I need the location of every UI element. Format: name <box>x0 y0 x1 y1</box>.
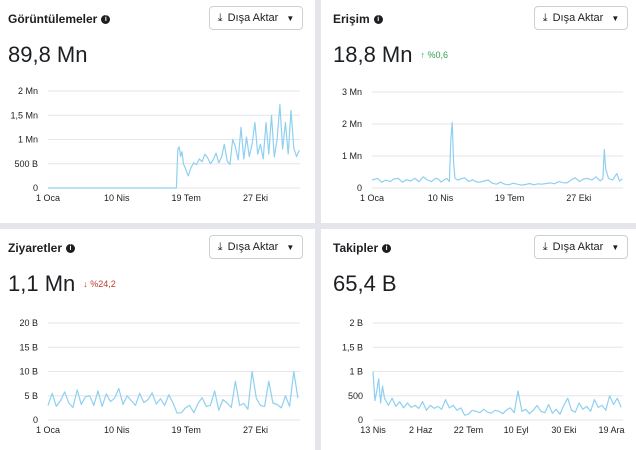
download-icon: ⤓ <box>542 11 548 24</box>
export-button[interactable]: ⤓ Dışa Aktar ▼ <box>534 6 628 30</box>
y-tick-label: 1 B <box>349 367 363 377</box>
info-icon[interactable]: i <box>101 14 111 24</box>
panel-title: Takipler i <box>333 241 392 255</box>
x-tick-label: 1 Oca <box>360 193 384 203</box>
export-button[interactable]: ⤓ Dışa Aktar ▼ <box>209 6 303 30</box>
panel-title: Erişim i <box>333 12 383 26</box>
caret-down-icon: ▼ <box>286 242 295 252</box>
panel-title-text: Erişim <box>333 12 370 26</box>
y-tick-label: 1 Mn <box>18 135 38 145</box>
info-icon[interactable]: i <box>373 14 383 24</box>
y-tick-label: 3 Mn <box>342 87 362 97</box>
panel-title-text: Ziyaretler <box>8 241 63 255</box>
y-tick-label: 2 Mn <box>342 119 362 129</box>
x-tick-label: 1 Oca <box>36 425 60 435</box>
x-tick-label: 19 Ara <box>599 425 625 435</box>
x-tick-label: 27 Eki <box>243 193 268 203</box>
metric-value: 1,1 Mn ↓ %24,2 <box>8 271 116 297</box>
metric-number: 18,8 Mn <box>333 42 413 67</box>
y-tick-label: 20 B <box>19 318 38 328</box>
x-tick-label: 13 Nis <box>360 425 386 435</box>
delta-badge: ↓ %24,2 <box>83 279 116 289</box>
metric-number: 89,8 Mn <box>8 42 88 67</box>
arrow-up-icon: ↑ <box>420 50 426 60</box>
panel-title: Ziyaretler i <box>8 241 76 255</box>
panel-title: Görüntülemeler i <box>8 12 111 26</box>
arrow-down-icon: ↓ <box>83 279 88 289</box>
caret-down-icon: ▼ <box>611 242 620 252</box>
x-tick-label: 2 Haz <box>409 425 433 435</box>
caret-down-icon: ▼ <box>611 13 620 23</box>
export-label: Dışa Aktar <box>227 12 279 24</box>
x-tick-label: 10 Nis <box>428 193 454 203</box>
views-chart: 0 500 B 1 Mn 1,5 Mn 2 Mn 1 Oca 10 Nis 19 Tem 27 … <box>10 86 300 203</box>
y-tick-label: 0 <box>357 183 362 193</box>
panel-title-text: Takipler <box>333 241 379 255</box>
y-tick-label: 1,5 Mn <box>10 110 38 120</box>
y-tick-label: 0 <box>33 183 38 193</box>
export-label: Dışa Aktar <box>552 12 604 24</box>
series-line <box>48 103 300 189</box>
download-icon: ⤓ <box>217 11 223 24</box>
metric-value: 18,8 Mn ↑ %0,6 <box>333 42 448 68</box>
visits-chart: 0 5 B 10 B 15 B 20 B 1 Oca 10 Nis 19 Tem 27 Eki <box>19 318 300 435</box>
metric-value: 65,4 B <box>333 271 397 297</box>
x-tick-label: 10 Eyl <box>504 425 529 435</box>
x-tick-label: 1 Oca <box>36 193 60 203</box>
y-tick-label: 1,5 B <box>342 342 363 352</box>
download-icon: ⤓ <box>217 240 223 253</box>
metric-number: 1,1 Mn <box>8 271 76 296</box>
delta-text: %24,2 <box>90 279 116 289</box>
x-tick-label: 27 Eki <box>243 425 268 435</box>
panel-title-text: Görüntülemeler <box>8 12 98 26</box>
x-tick-label: 10 Nis <box>104 193 130 203</box>
y-tick-label: 2 Mn <box>18 86 38 96</box>
metric-value: 89,8 Mn <box>8 42 88 68</box>
y-tick-label: 0 <box>33 415 38 425</box>
y-tick-label: 10 B <box>19 367 38 377</box>
y-tick-label: 0 <box>358 415 363 425</box>
views-panel: Görüntülemeler i ⤓ Dışa Aktar ▼ 89,8 Mn … <box>0 0 315 223</box>
y-tick-label: 1 Mn <box>342 151 362 161</box>
delta-text: %0,6 <box>427 50 449 60</box>
y-tick-label: 500 <box>348 391 363 401</box>
x-tick-label: 27 Eki <box>566 193 591 203</box>
x-tick-label: 22 Tem <box>454 425 483 435</box>
info-icon[interactable]: i <box>382 243 392 253</box>
metric-number: 65,4 B <box>333 271 397 296</box>
follows-chart: 0 500 1 B 1,5 B 2 B 13 Nis 2 Haz 22 Tem 10 Eyl 30… <box>342 318 625 435</box>
export-button[interactable]: ⤓ Dışa Aktar ▼ <box>534 235 628 259</box>
x-tick-label: 19 Tem <box>171 425 200 435</box>
y-tick-label: 2 B <box>349 318 363 328</box>
series-line <box>47 370 299 414</box>
reach-chart: 0 1 Mn 2 Mn 3 Mn 1 Oca 10 Nis 19 Tem 27 Eki <box>342 87 623 203</box>
follows-panel: Takipler i ⤓ Dışa Aktar ▼ 65,4 B 0 500 1 B… <box>321 229 636 450</box>
y-tick-label: 15 B <box>19 342 38 352</box>
export-label: Dışa Aktar <box>227 241 279 253</box>
y-tick-label: 5 B <box>24 391 38 401</box>
reach-panel: Erişim i ⤓ Dışa Aktar ▼ 18,8 Mn ↑ %0,6 0… <box>321 0 636 223</box>
visits-panel: Ziyaretler i ⤓ Dışa Aktar ▼ 1,1 Mn ↓ %24… <box>0 229 315 450</box>
y-tick-label: 500 B <box>14 159 38 169</box>
x-tick-label: 30 Eki <box>551 425 576 435</box>
info-icon[interactable]: i <box>66 243 76 253</box>
x-tick-label: 19 Tem <box>171 193 200 203</box>
delta-badge: ↑ %0,6 <box>421 50 449 60</box>
series-line <box>372 371 622 416</box>
series-line <box>371 121 623 186</box>
caret-down-icon: ▼ <box>286 13 295 23</box>
x-tick-label: 10 Nis <box>104 425 130 435</box>
export-button[interactable]: ⤓ Dışa Aktar ▼ <box>209 235 303 259</box>
export-label: Dışa Aktar <box>552 241 604 253</box>
download-icon: ⤓ <box>542 240 548 253</box>
x-tick-label: 19 Tem <box>495 193 524 203</box>
